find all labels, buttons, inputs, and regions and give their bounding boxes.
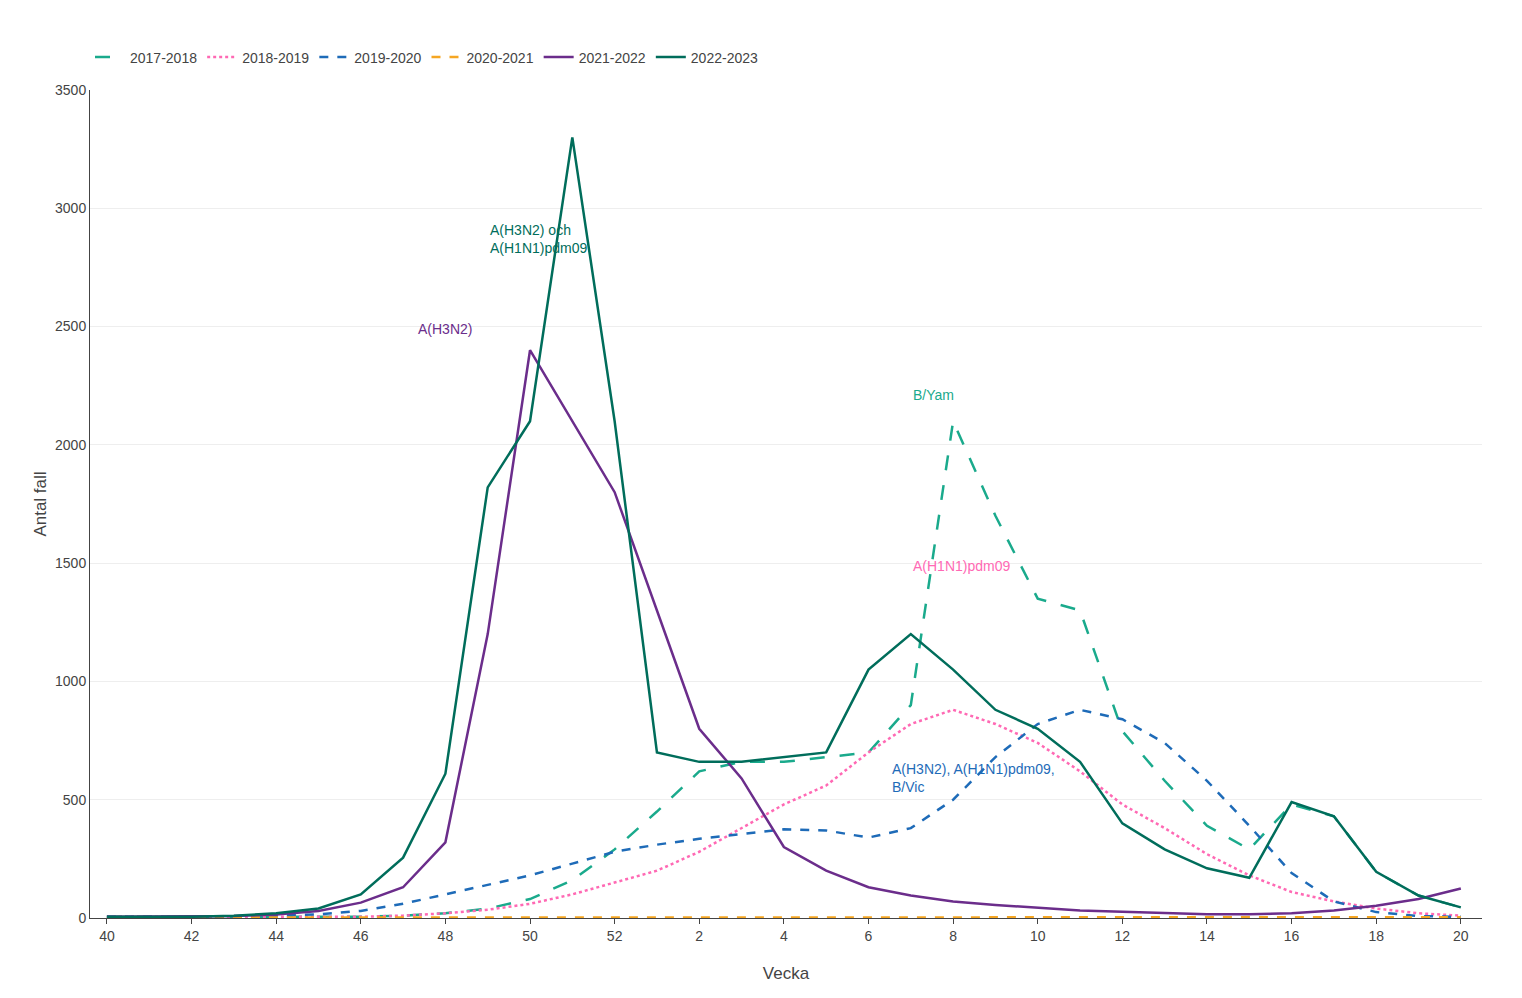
svg-text:A(H1N1)pdm09: A(H1N1)pdm09 (913, 558, 1010, 574)
svg-text:A(H3N2): A(H3N2) (418, 321, 472, 337)
svg-text:20: 20 (1453, 928, 1469, 944)
svg-text:500: 500 (63, 792, 87, 808)
svg-text:46: 46 (353, 928, 369, 944)
svg-text:2021-2022: 2021-2022 (579, 50, 646, 66)
svg-text:Vecka: Vecka (763, 964, 810, 983)
svg-text:2018-2019: 2018-2019 (242, 50, 309, 66)
svg-text:40: 40 (99, 928, 115, 944)
svg-text:42: 42 (184, 928, 200, 944)
svg-text:A(H3N2), A(H1N1)pdm09,B/Vic: A(H3N2), A(H1N1)pdm09,B/Vic (892, 761, 1055, 795)
svg-text:50: 50 (522, 928, 538, 944)
svg-text:2500: 2500 (55, 318, 86, 334)
svg-text:2000: 2000 (55, 437, 86, 453)
svg-text:0: 0 (78, 910, 86, 926)
svg-text:2019-2020: 2019-2020 (354, 50, 421, 66)
svg-text:18: 18 (1368, 928, 1384, 944)
svg-text:2020-2021: 2020-2021 (466, 50, 533, 66)
svg-text:44: 44 (268, 928, 284, 944)
svg-text:12: 12 (1115, 928, 1131, 944)
svg-text:2022-2023: 2022-2023 (691, 50, 758, 66)
svg-text:4: 4 (780, 928, 788, 944)
svg-text:B/Yam: B/Yam (913, 387, 954, 403)
svg-text:3500: 3500 (55, 82, 86, 98)
svg-text:14: 14 (1199, 928, 1215, 944)
svg-text:1000: 1000 (55, 673, 86, 689)
svg-text:A(H3N2) ochA(H1N1)pdm09: A(H3N2) ochA(H1N1)pdm09 (490, 222, 587, 256)
svg-text:2017-2018: 2017-2018 (130, 50, 197, 66)
svg-text:8: 8 (949, 928, 957, 944)
svg-text:2: 2 (695, 928, 703, 944)
svg-text:48: 48 (438, 928, 454, 944)
svg-text:10: 10 (1030, 928, 1046, 944)
svg-text:1500: 1500 (55, 555, 86, 571)
svg-text:52: 52 (607, 928, 623, 944)
svg-text:3000: 3000 (55, 200, 86, 216)
svg-text:6: 6 (865, 928, 873, 944)
svg-text:Antal fall: Antal fall (31, 471, 50, 536)
svg-text:16: 16 (1284, 928, 1300, 944)
